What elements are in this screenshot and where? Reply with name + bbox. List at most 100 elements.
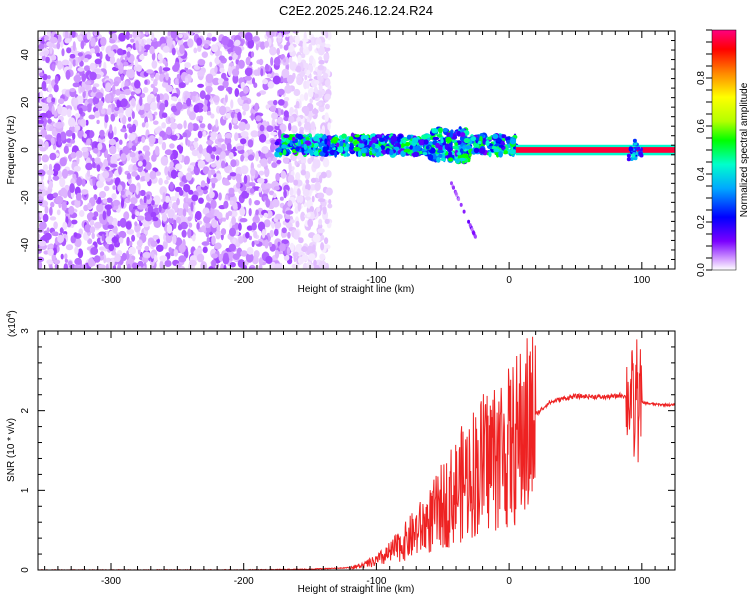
spectrogram-cell (240, 250, 248, 257)
spectrogram-cell (493, 148, 500, 153)
spectrogram-cell (164, 149, 173, 156)
spectrogram-cell (38, 260, 43, 269)
spectrogram-cell (296, 194, 304, 204)
spectrogram-cell (41, 80, 47, 90)
spectrogram-cell (454, 191, 458, 196)
spectrogram-cell (264, 167, 270, 178)
spectrogram-cell (239, 207, 246, 216)
spectrogram-cell (103, 254, 107, 264)
spectrogram-cell (316, 44, 321, 49)
spectrogram-cell (215, 230, 221, 240)
spectrogram-cell (145, 122, 149, 129)
spectrogram-cell (79, 86, 86, 93)
spectrogram-cell (313, 135, 320, 142)
spectrogram-cell (119, 139, 123, 145)
spectrogram-cell (184, 155, 190, 165)
spectrogram-cell (80, 118, 87, 128)
spectrogram-cell (206, 110, 212, 116)
spectrogram-cell (153, 195, 161, 205)
spectrogram-cell (94, 45, 100, 55)
spectrogram-cell (375, 151, 380, 158)
spectrogram-cell (456, 130, 461, 137)
spectrogram-cell (97, 142, 103, 151)
spectrogram-cell (46, 96, 52, 103)
spectrogram-cell (197, 83, 205, 88)
spectrogram-cell (279, 123, 287, 133)
spectrogram-cell (86, 31, 91, 40)
spectrogram-cell (189, 259, 197, 267)
spectrogram-cell (184, 62, 192, 69)
svg-text:(x104): (x104) (6, 310, 18, 337)
spectrogram-cell (65, 129, 73, 137)
spectrogram-cell (186, 97, 192, 107)
spectrogram-cell (255, 43, 259, 51)
spectrogram-cell (212, 77, 220, 86)
spectrogram-cell (198, 144, 203, 154)
spectrogram-cell (158, 136, 163, 145)
spectrogram-cell (284, 31, 290, 35)
spectrogram-cell (86, 138, 91, 146)
spectrogram-cell (628, 146, 633, 151)
spectrogram-cell (243, 151, 249, 158)
spectrogram-cell (200, 180, 206, 188)
spectrogram-cell (301, 162, 306, 172)
spectrogram-cell (205, 73, 214, 84)
spectrogram-cell (632, 138, 637, 143)
spectrogram-cell (398, 134, 403, 139)
spectrogram-cell (314, 80, 320, 85)
spectrogram-cell (313, 93, 319, 99)
spectrogram-cell (75, 125, 80, 131)
spectrogram-cell (436, 149, 444, 154)
spectrogram-cell (447, 146, 452, 153)
spectrogram-cell (277, 38, 282, 43)
spectrogram-cell (130, 38, 135, 43)
spectrogram-cell (83, 58, 89, 63)
spectrogram-cell (221, 35, 229, 46)
spectrogram-cell (281, 239, 289, 245)
spectrogram-cell (72, 41, 76, 52)
spectrogram-y-tick-label: -40 (20, 238, 31, 253)
spectrogram-cell (154, 145, 160, 156)
spectrogram-cell (164, 260, 172, 267)
spectrogram-cell (283, 189, 287, 199)
spectrogram-cell (170, 105, 178, 113)
spectrogram-cell (158, 177, 163, 186)
spectrogram-cell (245, 252, 254, 263)
spectrogram-cell (257, 163, 262, 168)
spectrogram-cell (277, 88, 285, 96)
spectrogram-cell (123, 211, 130, 220)
spectrogram-cell (55, 195, 64, 204)
spectrogram-cell (120, 190, 125, 196)
spectrogram-cell (62, 189, 68, 199)
spectrogram-cell (445, 136, 452, 144)
spectrogram-cell (233, 124, 239, 130)
spectrogram-cell (228, 152, 234, 160)
spectrogram-cell (265, 255, 273, 264)
spectrogram-cell (210, 199, 217, 209)
spectrogram-cell (448, 157, 454, 162)
spectrogram-cell (191, 234, 196, 242)
spectrogram-cell (269, 105, 277, 113)
spectrogram-cell (236, 145, 245, 150)
spectrogram-cell (138, 43, 142, 52)
spectrogram-cell (80, 40, 85, 50)
spectrogram-xlabel: Height of straight line (km) (298, 284, 415, 295)
spectrogram-cell (192, 31, 201, 34)
spectrogram-cell (42, 73, 48, 81)
spectrogram-cell (271, 112, 279, 120)
spectrogram-cell (254, 102, 259, 112)
spectrogram-cell (86, 169, 91, 177)
spectrogram-cell (197, 160, 206, 169)
spectrogram-cell (170, 169, 178, 179)
spectrogram-cell (260, 68, 264, 77)
spectrogram-cell (113, 126, 117, 136)
spectrogram-cell (107, 50, 115, 58)
spectrogram-cell (48, 163, 53, 172)
spectrogram-cell (195, 210, 202, 221)
spectrogram-cell (84, 224, 92, 233)
spectrogram-cell (49, 44, 53, 55)
spectrogram-cell (46, 193, 55, 201)
spectrogram-cell (228, 56, 233, 61)
spectrogram-cell (242, 110, 246, 116)
spectrogram-cell (199, 115, 204, 122)
